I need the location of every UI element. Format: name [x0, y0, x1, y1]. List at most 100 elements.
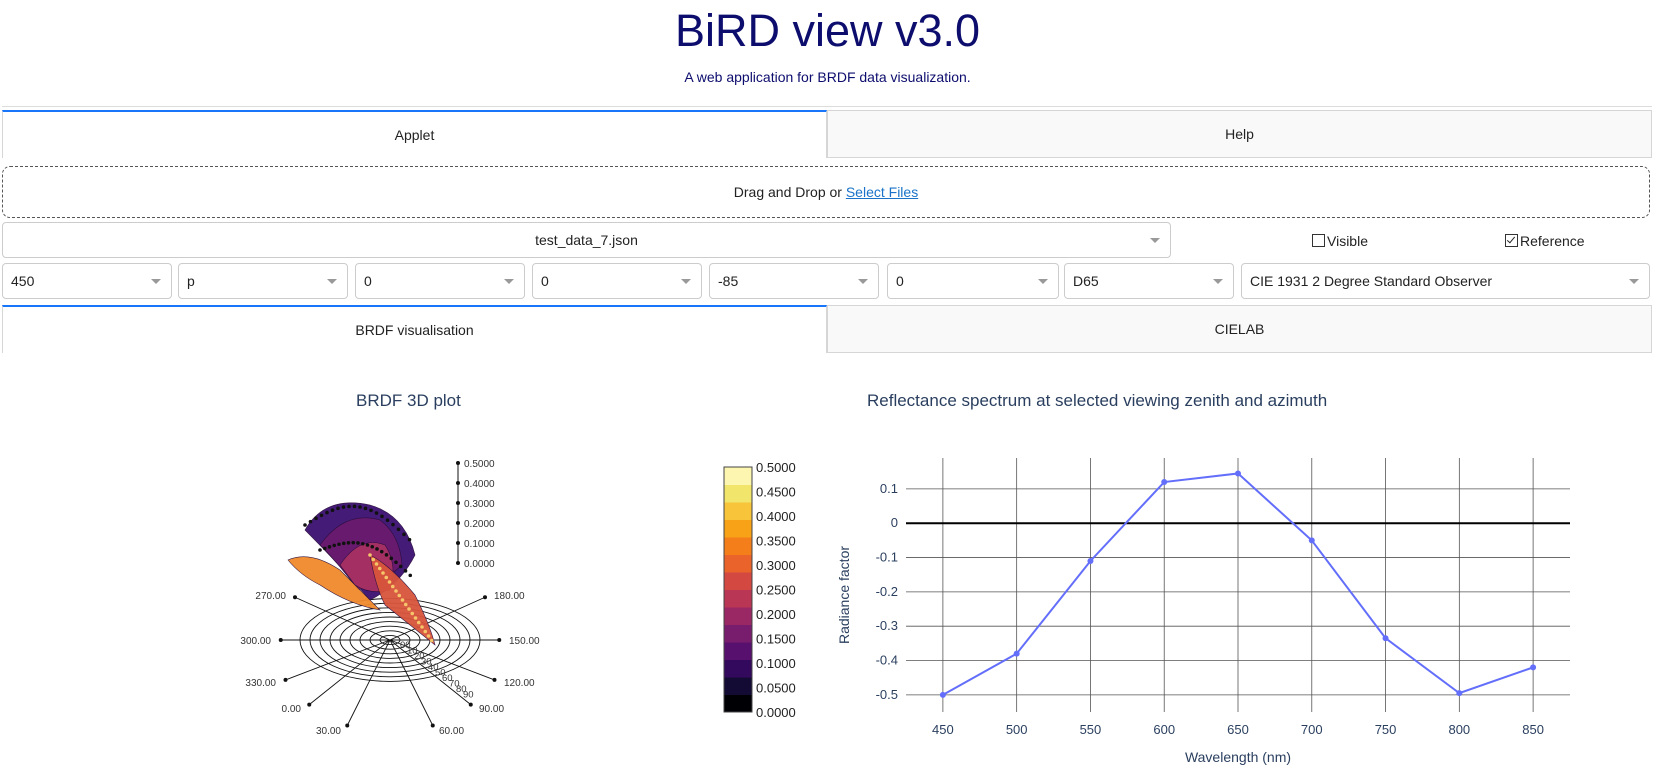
colorbar-frame — [723, 466, 753, 713]
y-tick-label: -0.3 — [876, 618, 898, 633]
colorbar-segment — [724, 484, 752, 503]
x-tick-label: 500 — [1006, 722, 1028, 737]
colorbar-tick-label: 0.3000 — [756, 558, 796, 573]
illuminant-dropdown[interactable]: D65 — [1064, 263, 1234, 299]
x-tick-label: 650 — [1227, 722, 1249, 737]
brdf-surface-point — [374, 562, 379, 566]
z-axis-marker — [456, 501, 460, 505]
reference-checkbox[interactable]: Reference — [1505, 233, 1585, 249]
tab-cielab[interactable]: CIELAB — [827, 305, 1652, 353]
y-tick-label: 0 — [891, 515, 898, 530]
spectrum-data-point — [1530, 664, 1537, 671]
colorbar-segment — [724, 589, 752, 608]
brdf-surface-point — [351, 540, 356, 545]
x-tick-label: 450 — [932, 722, 954, 737]
brdf-surface-point — [416, 620, 421, 625]
brdf-surface-point — [341, 505, 346, 509]
azimuth-spoke — [389, 596, 486, 641]
chevron-down-icon — [1213, 279, 1223, 284]
azimuth-label: 300.00 — [240, 636, 271, 647]
visible-checkbox-box[interactable] — [1312, 234, 1325, 247]
brdf-surface-point — [363, 506, 368, 511]
theta-i-dropdown[interactable]: 0 — [355, 263, 525, 299]
azimuth-label: 0.00 — [282, 704, 302, 715]
main-tabs: Applet Help — [2, 110, 1652, 158]
colorbar-segment — [724, 659, 752, 678]
brdf-surface-point — [336, 506, 340, 511]
visible-checkbox[interactable]: Visible — [1312, 233, 1368, 249]
colorbar-segment — [724, 572, 752, 590]
y-tick-label: -0.5 — [876, 687, 898, 702]
y-tick-label: -0.1 — [876, 550, 898, 565]
azimuth-marker — [283, 677, 288, 682]
tab-help[interactable]: Help — [827, 110, 1652, 158]
x-tick-label: 600 — [1153, 722, 1175, 737]
azimuth-label: 180.00 — [494, 591, 525, 602]
colorbar-tick-label: 0.3500 — [756, 534, 796, 549]
colorbar-tick-label: 0.2000 — [756, 607, 796, 622]
file-select-dropdown[interactable]: test_data_7.json — [2, 222, 1171, 258]
brdf-surface-point — [365, 543, 370, 547]
polarization-value: p — [187, 273, 195, 289]
theta-r-dropdown[interactable]: -85 — [709, 263, 879, 299]
brdf-surface-point — [303, 523, 307, 527]
colorbar-segment — [724, 467, 752, 485]
select-files-link[interactable]: Select Files — [845, 184, 919, 200]
y-tick-label: -0.4 — [876, 653, 898, 668]
y-tick-label: 0.1 — [880, 481, 898, 496]
z-tick-label: 0.0000 — [464, 559, 495, 570]
spectrum-data-point — [939, 691, 946, 698]
spectrum-data-point — [1087, 557, 1094, 564]
brdf-surface-point — [390, 584, 395, 589]
brdf-surface-point — [410, 611, 415, 616]
brdf-surface-point — [420, 625, 424, 629]
spectrum-data-point — [1161, 479, 1168, 486]
z-axis-marker — [456, 521, 460, 525]
tab-brdf-visualisation[interactable]: BRDF visualisation — [2, 305, 827, 353]
brdf-surface-point — [314, 516, 318, 521]
zenith-tick-label: 50 — [435, 668, 446, 679]
view-tabs: BRDF visualisation CIELAB — [2, 305, 1652, 353]
chevron-down-icon — [327, 279, 337, 284]
brdf-surface-point — [346, 541, 351, 545]
zenith-tick-label: 70 — [449, 679, 460, 690]
zenith-tick-label: 00 — [400, 640, 411, 651]
tab-applet[interactable]: Applet — [2, 110, 827, 158]
visible-label: Visible — [1327, 233, 1368, 249]
chevron-down-icon — [1629, 279, 1639, 284]
file-upload-dropzone[interactable]: Drag and Drop or Select Files — [2, 166, 1650, 218]
chevron-down-icon — [504, 279, 514, 284]
z-axis-marker — [456, 541, 460, 545]
colorbar-tick-label: 0.1500 — [756, 632, 796, 647]
reference-checkbox-box[interactable] — [1505, 234, 1518, 247]
phi-i-value: 0 — [541, 273, 549, 289]
zenith-tick-label: 10 — [407, 646, 418, 657]
observer-dropdown[interactable]: CIE 1931 2 Degree Standard Observer — [1241, 263, 1650, 299]
brdf-surface-point — [358, 505, 362, 509]
azimuth-spoke — [308, 639, 391, 705]
spectrum-chart[interactable]: 450 500 550 600 650 700 750 800 850 0.1 0 -0.1 -0.2 -… — [830, 430, 1590, 770]
azimuth-label: 150.00 — [509, 636, 540, 647]
chevron-down-icon — [1150, 238, 1160, 243]
brdf-surface-point — [426, 634, 431, 638]
phi-i-dropdown[interactable]: 0 — [532, 263, 702, 299]
brdf-surface-point — [407, 607, 411, 611]
observer-value: CIE 1931 2 Degree Standard Observer — [1250, 273, 1493, 289]
brdf-surface-point — [381, 571, 385, 575]
brdf-surface-point — [384, 553, 389, 557]
wavelength-dropdown[interactable]: 450 — [2, 263, 172, 299]
zenith-tick-label: 30 — [421, 657, 432, 668]
brdf-surface-point — [377, 566, 382, 571]
colorbar-tick-label: 0.1000 — [756, 656, 796, 671]
colorbar-tick-label: 0.2500 — [756, 583, 796, 598]
phi-r-dropdown[interactable]: 0 — [887, 263, 1059, 299]
colorbar-tick-label: 0.4000 — [756, 509, 796, 524]
azimuth-spoke — [346, 639, 391, 726]
brdf-surface-point — [371, 557, 376, 562]
brdf-surface-point — [397, 593, 402, 598]
azimuth-marker — [497, 638, 502, 642]
spectrum-data-point — [1013, 650, 1020, 657]
polarization-dropdown[interactable]: p — [178, 263, 348, 299]
brdf-surface-point — [396, 527, 401, 532]
